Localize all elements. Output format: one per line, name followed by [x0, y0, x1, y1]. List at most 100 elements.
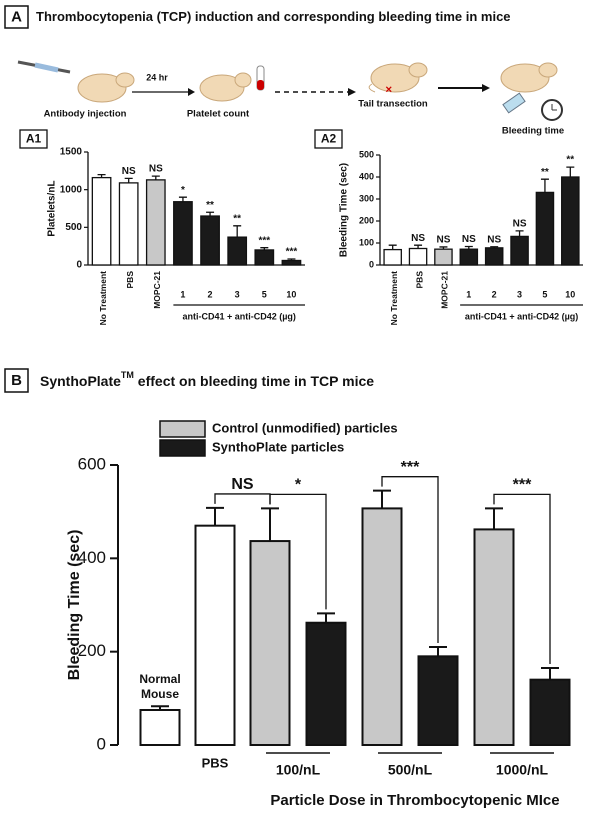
title-superscript: TM	[121, 370, 134, 380]
x-tick-label: 3	[235, 289, 240, 299]
y-tick-label: 500	[65, 222, 82, 233]
x-tick-label: 5	[262, 289, 267, 299]
panel-label-box	[314, 129, 343, 149]
y-tick-label: 1000	[60, 184, 83, 195]
bar	[417, 655, 459, 746]
error-bar	[373, 489, 391, 509]
bar	[473, 528, 515, 747]
category-label-line: Normal	[139, 672, 180, 686]
error-bar	[233, 225, 242, 238]
error-bar	[541, 667, 559, 680]
significance-label: NS	[122, 166, 136, 177]
y-tick-label: 200	[78, 641, 106, 660]
mouse-head	[115, 72, 135, 88]
panel-label: A1	[26, 132, 42, 146]
y-tick-label: 0	[369, 259, 374, 269]
significance-label: NS	[462, 234, 476, 245]
category-label: 1000/nL	[496, 762, 549, 778]
title-part: SynthoPlate	[40, 373, 121, 389]
interval-label: 24 hr	[146, 72, 168, 82]
category-label: PBS	[202, 755, 229, 770]
error-bar	[490, 246, 499, 248]
x-tick-label: PBS	[125, 271, 135, 289]
legend-swatch	[159, 420, 206, 438]
bar	[510, 235, 529, 266]
x-axis-label: Particle Dose in Thrombocytopenic MIce	[270, 792, 559, 809]
error-bar	[287, 258, 296, 261]
arrow-head	[188, 88, 195, 96]
error-bar	[317, 612, 335, 623]
significance-label: *	[181, 185, 185, 196]
mouse-head	[234, 72, 252, 88]
panel-label-box	[4, 5, 29, 29]
panel-title: Thrombocytopenia (TCP) induction and cor…	[36, 9, 511, 24]
blood	[257, 80, 264, 90]
mouse	[77, 73, 127, 103]
bar	[361, 507, 403, 746]
error-bar	[151, 705, 169, 710]
step-label: Tail transection	[358, 99, 428, 110]
bar	[305, 621, 347, 747]
bar	[91, 176, 112, 266]
title-part: effect on bleeding time in TCP mice	[134, 373, 374, 389]
mouse	[500, 63, 550, 93]
comparison-label: NS	[231, 476, 254, 493]
bar	[484, 247, 504, 266]
significance-label: NS	[411, 233, 425, 244]
legend-swatch	[159, 439, 206, 457]
bar	[227, 236, 248, 266]
error-bar	[540, 178, 549, 193]
y-tick-label: 100	[359, 237, 374, 247]
bar	[281, 259, 302, 266]
mouse-head	[408, 62, 428, 78]
error-bar	[388, 244, 397, 250]
y-tick-label: 0	[97, 734, 106, 753]
syringe-barrel	[34, 62, 59, 73]
error-bar	[97, 173, 106, 178]
significance-label: NS	[513, 219, 527, 230]
arrow-head	[348, 88, 356, 96]
comparison-bracket	[493, 493, 551, 664]
significance-label: **	[541, 167, 549, 178]
error-bar	[261, 507, 279, 542]
mouse	[199, 74, 245, 102]
comparison-bracket	[214, 493, 271, 505]
x-tick-label: 10	[565, 289, 575, 299]
bar	[118, 182, 139, 266]
panel-title: SynthoPlateTM effect on bleeding time in…	[40, 370, 374, 388]
error-bar	[515, 230, 524, 237]
x-tick-label: No Treatment	[98, 271, 108, 325]
y-tick-label: 0	[76, 260, 82, 271]
category-label: Normal Mouse	[139, 672, 180, 701]
y-tick-label: 400	[78, 548, 106, 567]
bar	[529, 678, 571, 747]
significance-label: **	[566, 155, 574, 166]
x-tick-label: MOPC-21	[152, 271, 162, 309]
mouse	[370, 63, 420, 93]
x-tick-label: PBS	[414, 271, 424, 289]
error-bar	[414, 244, 423, 249]
comparison-label: ***	[513, 477, 532, 494]
mouse-head	[538, 62, 558, 78]
x-tick-label: 2	[492, 289, 497, 299]
error-bar	[566, 166, 575, 177]
x-tick-label: MOPC-21	[440, 271, 450, 309]
x-tick-label: 1	[180, 289, 185, 299]
category-label: 500/nL	[388, 762, 433, 778]
error-bar	[206, 506, 224, 526]
y-axis-label: Bleeding Time (sec)	[339, 163, 350, 257]
significance-label: NS	[149, 164, 163, 175]
bar	[200, 215, 220, 266]
y-axis-label: Platelets/nL	[47, 180, 58, 236]
bar	[194, 524, 236, 747]
x-tick-label: 2	[208, 289, 213, 299]
error-bar	[464, 245, 473, 250]
significance-label: **	[233, 213, 241, 224]
error-bar	[439, 246, 448, 250]
bar	[145, 179, 166, 266]
significance-label: ***	[258, 235, 270, 246]
error-bar	[151, 175, 160, 180]
panel-label-box	[19, 129, 48, 149]
panel-label: B	[11, 372, 22, 389]
significance-label: NS	[487, 234, 501, 245]
